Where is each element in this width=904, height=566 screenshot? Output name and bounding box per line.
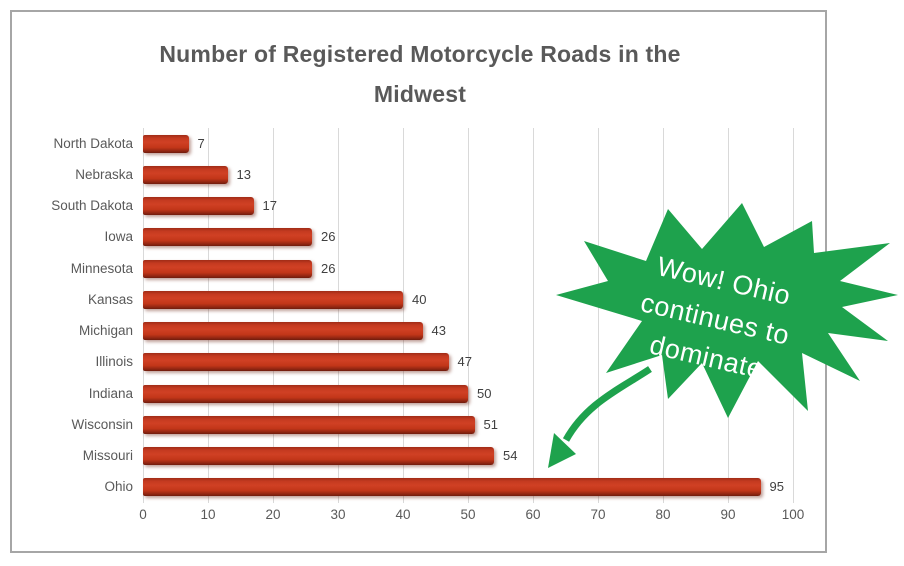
bar-north-dakota <box>143 134 189 153</box>
value-label-indiana: 50 <box>477 385 492 401</box>
bar-minnesota <box>143 259 312 278</box>
category-label-michigan: Michigan <box>78 323 133 339</box>
value-label-ohio: 95 <box>769 479 784 495</box>
value-label-nebraska: 13 <box>236 166 251 182</box>
bar-michigan <box>143 322 423 341</box>
category-label-minnesota: Minnesota <box>70 260 133 276</box>
category-label-iowa: Iowa <box>104 229 133 245</box>
value-label-kansas: 40 <box>412 291 427 307</box>
category-label-indiana: Indiana <box>88 385 133 401</box>
value-label-missouri: 54 <box>503 448 518 464</box>
x-tick-60: 60 <box>525 507 541 522</box>
starburst-callout-shape <box>556 203 898 418</box>
category-label-wisconsin: Wisconsin <box>71 416 133 432</box>
starburst-polygon <box>556 203 898 418</box>
category-label-nebraska: Nebraska <box>75 166 133 182</box>
gridline-60 <box>533 128 534 503</box>
value-label-illinois: 47 <box>457 354 472 370</box>
x-tick-10: 10 <box>200 507 216 522</box>
gridline-30 <box>338 128 339 503</box>
value-label-michigan: 43 <box>431 323 446 339</box>
chart-title-line1: Number of Registered Motorcycle Roads in… <box>159 41 681 67</box>
bar-indiana <box>143 384 468 403</box>
bar-nebraska <box>143 165 228 184</box>
category-label-south-dakota: South Dakota <box>51 198 133 214</box>
gridline-0 <box>143 128 144 503</box>
x-tick-100: 100 <box>781 507 805 522</box>
value-label-iowa: 26 <box>321 229 336 245</box>
x-tick-20: 20 <box>265 507 281 522</box>
category-label-missouri: Missouri <box>82 448 133 464</box>
x-tick-30: 30 <box>330 507 346 522</box>
category-label-kansas: Kansas <box>87 291 133 307</box>
x-tick-50: 50 <box>460 507 476 522</box>
bar-south-dakota <box>143 197 254 216</box>
category-label-ohio: Ohio <box>104 479 133 495</box>
bar-ohio <box>143 478 761 497</box>
category-label-north-dakota: North Dakota <box>53 135 133 151</box>
chart-title: Number of Registered Motorcycle Roads in… <box>30 34 810 114</box>
value-label-minnesota: 26 <box>321 260 336 276</box>
x-tick-80: 80 <box>655 507 671 522</box>
bar-kansas <box>143 290 403 309</box>
bar-wisconsin <box>143 415 475 434</box>
gridline-40 <box>403 128 404 503</box>
gridline-70 <box>598 128 599 503</box>
gridline-10 <box>208 128 209 503</box>
category-label-illinois: Illinois <box>95 354 133 370</box>
value-label-wisconsin: 51 <box>483 416 498 432</box>
chart-title-line2: Midwest <box>373 81 467 107</box>
x-tick-90: 90 <box>720 507 736 522</box>
bar-iowa <box>143 228 312 247</box>
x-tick-40: 40 <box>395 507 411 522</box>
x-tick-70: 70 <box>590 507 606 522</box>
gridline-20 <box>273 128 274 503</box>
bar-illinois <box>143 353 449 372</box>
value-label-north-dakota: 7 <box>197 135 205 151</box>
value-label-south-dakota: 17 <box>262 198 277 214</box>
gridline-50 <box>468 128 469 503</box>
bar-missouri <box>143 447 494 466</box>
x-tick-0: 0 <box>139 507 147 522</box>
